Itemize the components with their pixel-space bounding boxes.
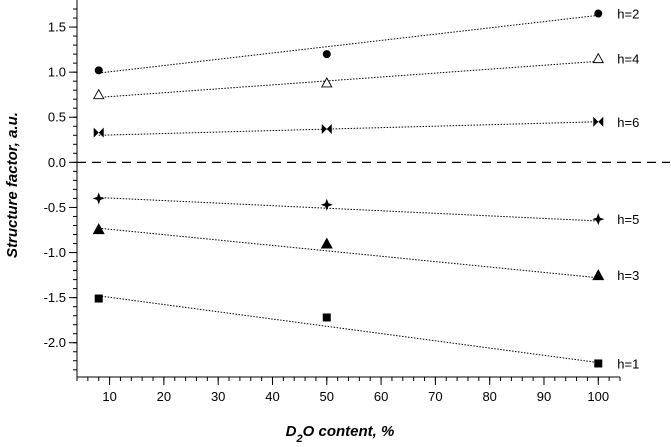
series-label: h=1 (617, 356, 639, 371)
y-tick-label: 1.5 (48, 20, 66, 35)
trend-line (98, 60, 599, 98)
data-point (321, 77, 333, 88)
x-tick-label: 50 (320, 389, 334, 404)
data-point (92, 223, 105, 235)
trend-line (98, 295, 599, 364)
series-label: h=2 (617, 7, 639, 22)
series-labels: h=2 h=4 h=6 h=5 h=3 h=1 (617, 7, 639, 372)
x-tick-label: 60 (374, 389, 388, 404)
data-point (322, 50, 331, 59)
data-point (320, 237, 333, 249)
x-tick-label: 20 (157, 389, 171, 404)
y-axis-label: Structure factor, a.u. (4, 112, 21, 258)
y-tick-label: 0.0 (48, 155, 66, 170)
data-point (592, 269, 605, 281)
series-label: h=6 (617, 115, 639, 130)
x-axis-label: D2O content, % (286, 423, 395, 445)
x-tick-label: 40 (265, 389, 279, 404)
data-point (594, 359, 603, 368)
data-point (592, 213, 605, 226)
x-axis-label-main: D (286, 423, 297, 440)
data-point (92, 192, 105, 205)
data-point (321, 123, 332, 134)
data-point (94, 66, 103, 75)
trend-line (98, 121, 599, 136)
y-tick-label: -1.0 (44, 245, 66, 260)
x-tick-label: 30 (211, 389, 225, 404)
x-tick-label: 70 (428, 389, 442, 404)
series-label: h=5 (617, 212, 639, 227)
data-point (594, 9, 603, 18)
data-point (322, 313, 331, 322)
x-tick-label: 80 (482, 389, 496, 404)
y-tick-label: -1.5 (44, 290, 66, 305)
trend-line (98, 227, 599, 279)
data-point (592, 52, 605, 64)
series-label: h=3 (617, 268, 639, 283)
data-point (92, 88, 105, 100)
y-tick-label: 1.0 (48, 65, 66, 80)
data-point (93, 127, 104, 138)
y-tick-label: -2.0 (44, 335, 66, 350)
plot-lines (77, 14, 670, 364)
trend-line (98, 197, 599, 222)
data-markers (92, 9, 605, 368)
x-tick-label: 90 (537, 389, 551, 404)
data-point (320, 198, 333, 211)
trend-line (98, 14, 599, 74)
x-tick-label: 10 (102, 389, 116, 404)
x-axis-label-rest: O content, % (303, 423, 395, 440)
data-point (94, 294, 103, 303)
y-tick-label: 0.5 (48, 110, 66, 125)
x-axis-label-subscript: 2 (296, 433, 303, 445)
x-tick-label: 100 (587, 389, 609, 404)
axes: -2.0 -1.5 -1.0 -0.5 0.0 0.5 1.0 1.5 10 20 30 40 50 60… (44, 0, 621, 404)
y-tick-label: -0.5 (44, 200, 66, 215)
series-label: h=4 (617, 52, 639, 67)
data-point (593, 116, 604, 127)
